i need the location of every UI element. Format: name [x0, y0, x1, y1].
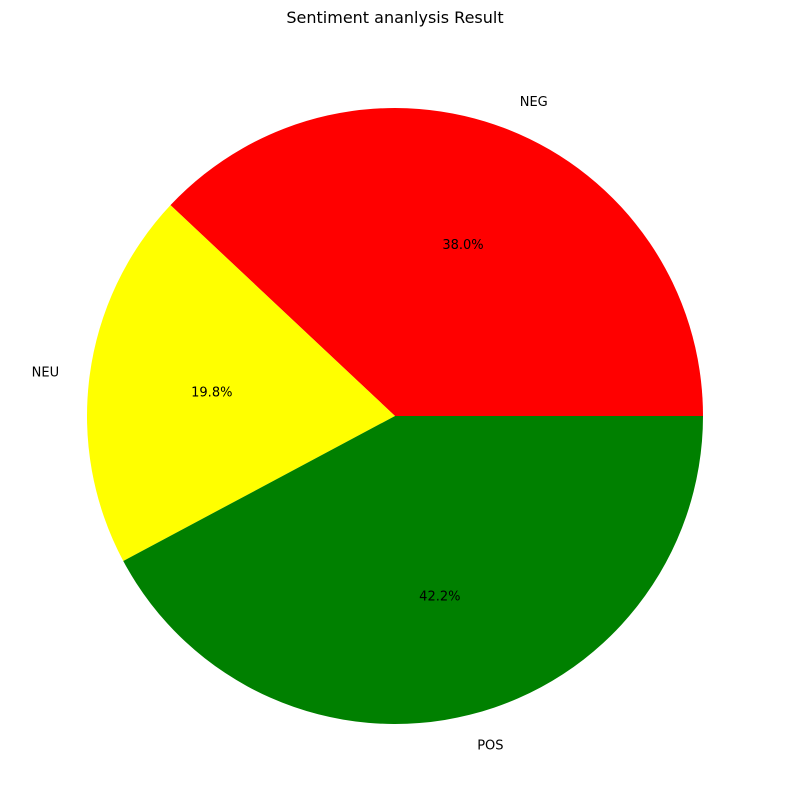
pie-labels: NEG 38.0% NEU 19.8% POS 42.2% — [32, 95, 548, 754]
percent-label-pos: 42.2% — [419, 589, 460, 604]
chart-title: Sentiment ananlysis Result — [286, 8, 503, 27]
category-label-neu: NEU — [32, 365, 59, 380]
percent-label-neu: 19.8% — [191, 386, 232, 401]
pie-slice-neg — [170, 108, 703, 417]
category-label-neg: NEG — [520, 95, 548, 110]
category-label-pos: POS — [477, 739, 503, 754]
pie-slice-pos — [123, 416, 704, 724]
percent-label-neg: 38.0% — [442, 238, 483, 253]
pie-slices — [86, 108, 704, 724]
pie-slice-neu — [86, 205, 395, 561]
